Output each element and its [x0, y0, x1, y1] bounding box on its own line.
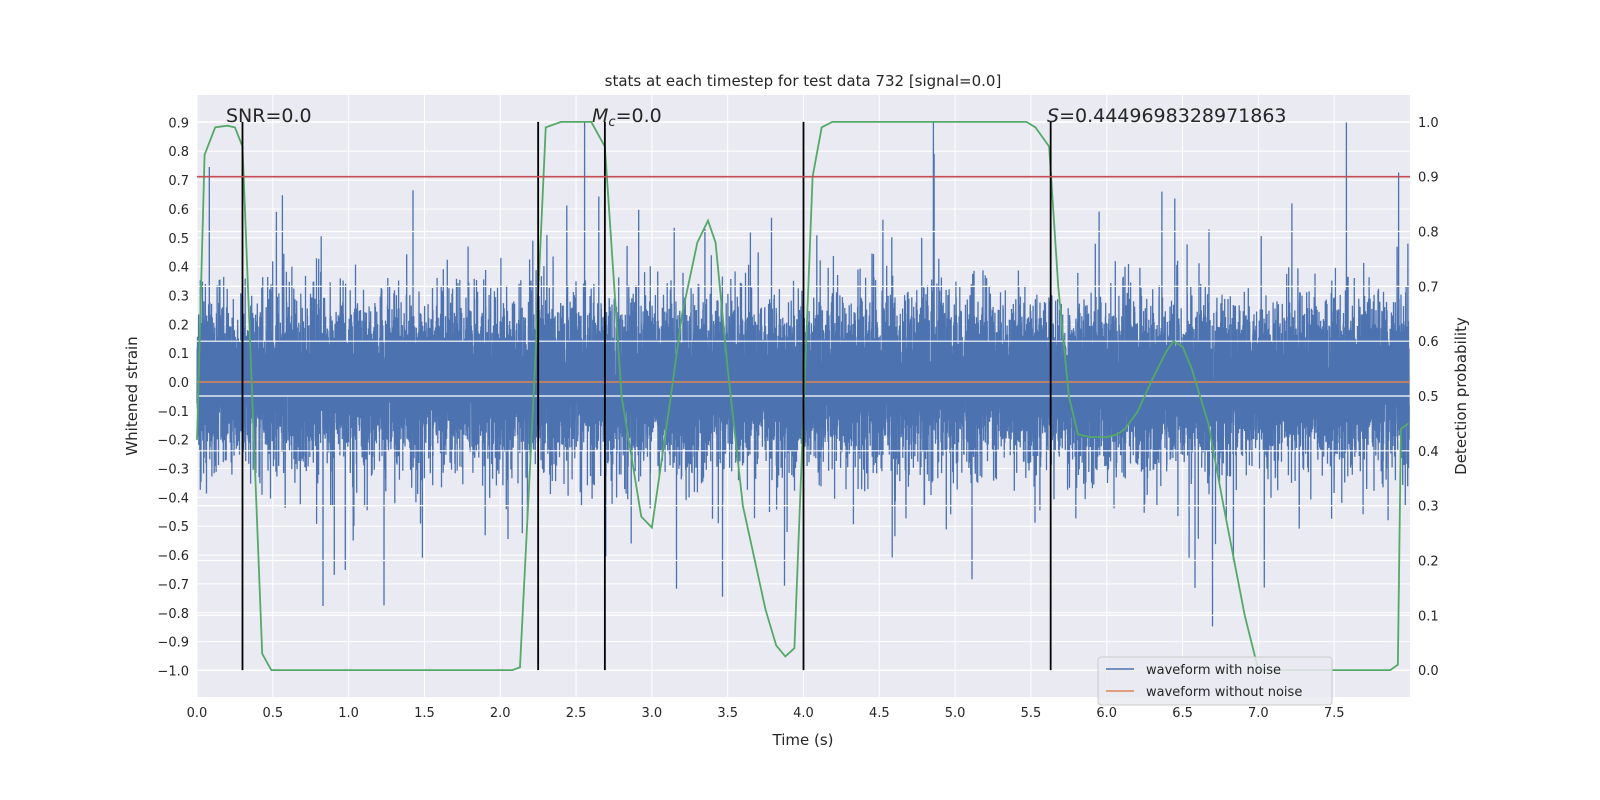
y-tick-label: 0.5 [168, 232, 189, 247]
x-tick-label: 3.5 [717, 706, 738, 721]
x-tick-label: 5.0 [945, 706, 966, 721]
tick-labels: 0.0 0.5 1.0 1.5 2.0 2.5 3.0 3.5 4.0 4.5 5.0 5.5 6.0 6… [157, 116, 1438, 721]
x-tick-label: 2.5 [566, 706, 587, 721]
y-tick-label: −1.0 [157, 664, 189, 679]
y-tick-label: 0.3 [168, 289, 189, 304]
x-tick-label: 4.5 [869, 706, 890, 721]
y-tick-label: −0.6 [157, 549, 189, 564]
mc-symbol: M [592, 105, 608, 127]
probability-line [196, 120, 1410, 672]
y-tick-label: 0.2 [168, 318, 189, 333]
x-tick-label: 1.5 [414, 706, 435, 721]
y2-tick-label: 0.4 [1418, 445, 1439, 460]
y-tick-label: −0.9 [157, 636, 189, 651]
y2-tick-label: 0.0 [1418, 664, 1439, 679]
s-symbol: S [1047, 105, 1059, 127]
y2-tick-label: 0.3 [1418, 500, 1439, 515]
legend: waveform with noise waveform without noi… [1097, 656, 1333, 706]
x-tick-label: 7.0 [1248, 706, 1269, 721]
y-tick-label: −0.8 [157, 607, 189, 622]
y-tick-label: 0.6 [168, 203, 189, 218]
mc-value: =0.0 [616, 105, 662, 127]
y-tick-label: −0.2 [157, 434, 189, 449]
y-tick-label: −0.3 [157, 463, 189, 478]
y-tick-label: 0.7 [168, 174, 189, 189]
x-tick-label: 1.0 [338, 706, 359, 721]
y2-axis-label: Detection probability [1452, 317, 1470, 475]
y-tick-label: −0.7 [157, 578, 189, 593]
y2-tick-label: 0.7 [1418, 280, 1439, 295]
y2-tick-label: 0.1 [1418, 609, 1439, 624]
x-axis-label: Time (s) [772, 731, 834, 749]
y-tick-label: 0.9 [168, 116, 189, 131]
y-tick-label: 0.8 [168, 145, 189, 160]
marker-lines [241, 121, 1052, 671]
y2-tick-label: 0.8 [1418, 226, 1439, 241]
x-tick-label: 4.0 [793, 706, 814, 721]
y2-tick-label: 0.5 [1418, 390, 1439, 405]
y2-tick-label: 0.2 [1418, 554, 1439, 569]
mc-subscript: c [608, 115, 615, 130]
y2-tick-label: 0.6 [1418, 335, 1439, 350]
y-tick-label: −0.4 [157, 491, 189, 506]
s-annotation: S=0.4449698328971863 [1047, 105, 1287, 127]
x-tick-label: 2.0 [490, 706, 511, 721]
y-tick-label: 0.0 [168, 376, 189, 391]
x-tick-label: 5.5 [1021, 706, 1042, 721]
s-value: =0.4449698328971863 [1059, 105, 1286, 127]
x-tick-label: 6.0 [1096, 706, 1117, 721]
y-tick-label: 0.4 [168, 261, 189, 276]
x-tick-label: 0.5 [262, 706, 283, 721]
y-tick-label: −0.5 [157, 520, 189, 535]
y2-tick-label: 0.9 [1418, 171, 1439, 186]
y-tick-label: 0.1 [168, 347, 189, 362]
y-axis-label: Whitened strain [123, 336, 141, 455]
legend-label-clean: waveform without noise [1146, 685, 1302, 700]
x-tick-label: 0.0 [187, 706, 208, 721]
x-tick-label: 7.5 [1324, 706, 1345, 721]
legend-box [1097, 656, 1333, 706]
legend-label-noise: waveform with noise [1146, 663, 1281, 678]
x-tick-label: 6.5 [1172, 706, 1193, 721]
x-tick-label: 3.0 [642, 706, 663, 721]
y2-tick-label: 1.0 [1418, 116, 1439, 131]
y-tick-label: −0.1 [157, 405, 189, 420]
snr-annotation: SNR=0.0 [226, 105, 312, 127]
chart-title: stats at each timestep for test data 732… [605, 72, 1002, 90]
mc-annotation: Mc=0.0 [592, 105, 662, 130]
probability-series [196, 120, 1410, 672]
